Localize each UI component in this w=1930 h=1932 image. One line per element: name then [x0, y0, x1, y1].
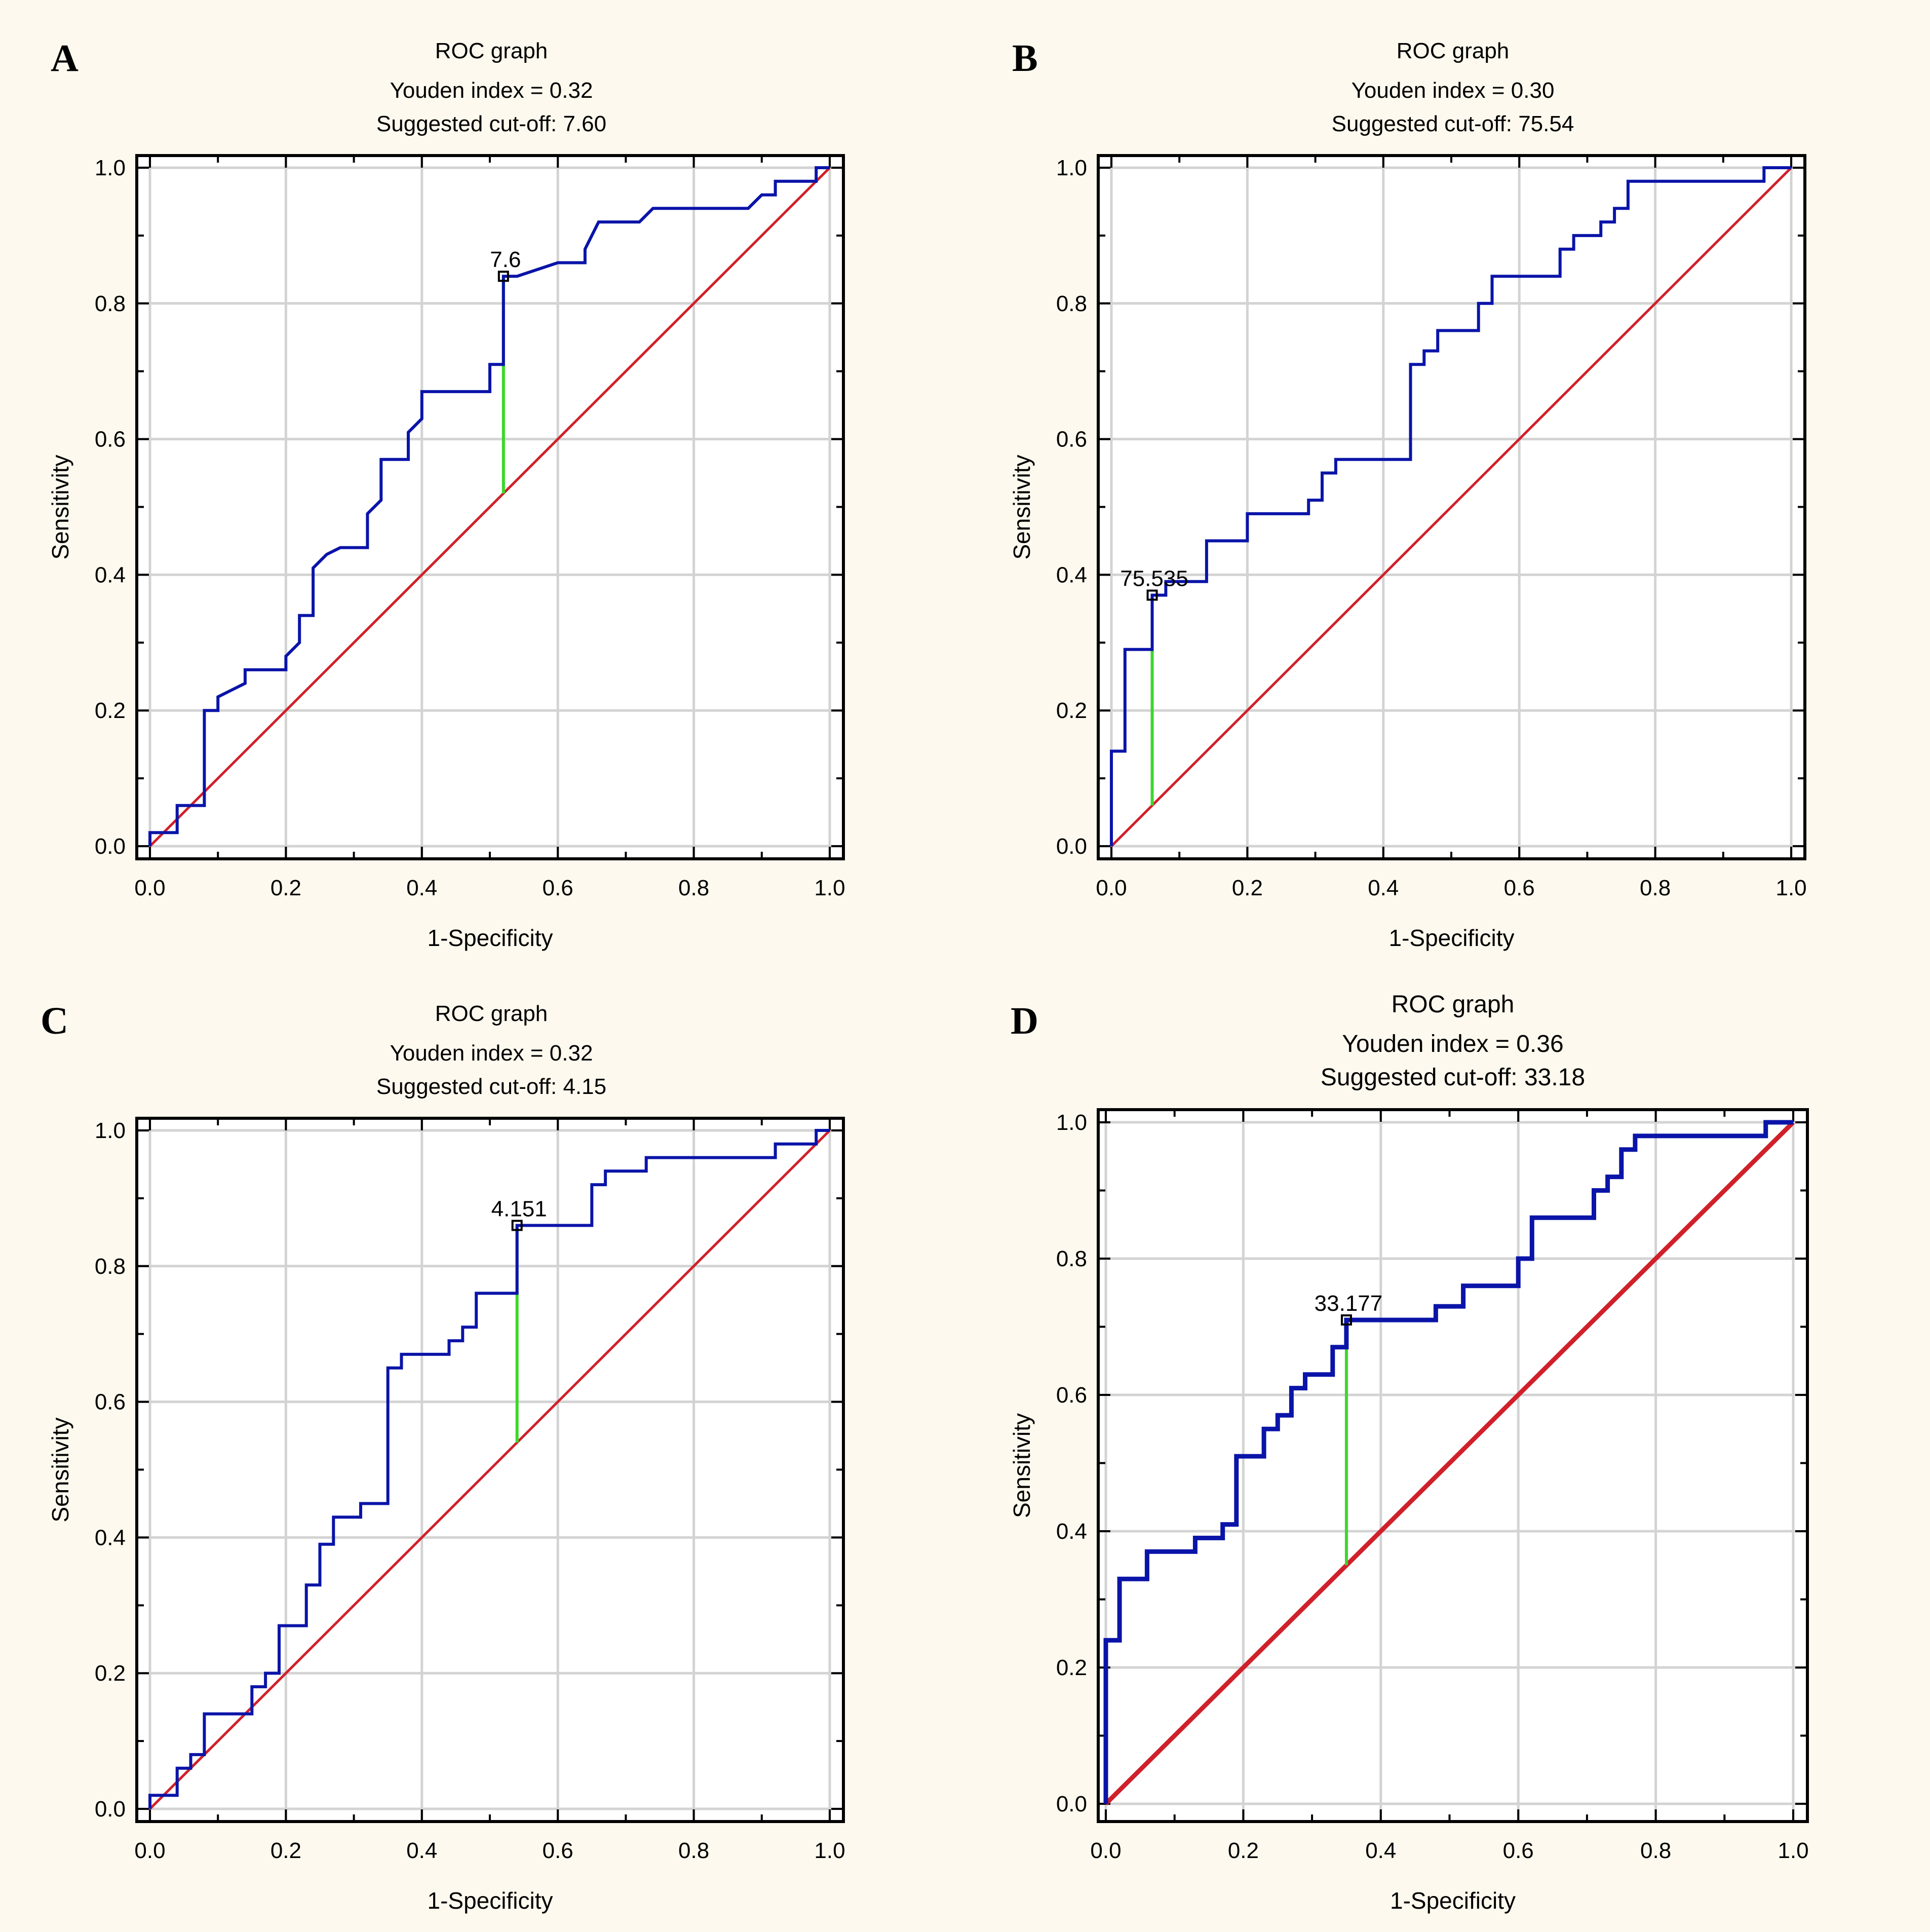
- y-tick-label: 1.0: [95, 1118, 126, 1143]
- x-tick-label: 1.0: [1775, 876, 1806, 900]
- x-axis-label: 1-Specificity: [1390, 1887, 1516, 1914]
- chart-title: ROC graph: [435, 1001, 548, 1026]
- youden-index-text: Youden index = 0.32: [390, 78, 593, 103]
- x-tick-label: 1.0: [814, 876, 845, 900]
- x-tick-label: 0.4: [1365, 1838, 1396, 1863]
- x-tick-label: 0.8: [1640, 1838, 1671, 1863]
- x-tick-label: 0.4: [406, 876, 437, 900]
- y-axis-label: Sensitivity: [47, 454, 73, 559]
- roc-curve: [148, 1129, 830, 1809]
- suggested-cutoff-text: Suggested cut-off: 75.54: [1332, 111, 1574, 136]
- reference-line: [1110, 167, 1792, 847]
- reference-line: [1104, 1120, 1795, 1806]
- x-tick-label: 0.6: [543, 1838, 573, 1863]
- cutoff-label: 7.6: [490, 247, 521, 272]
- x-tick-label: 0.2: [271, 876, 301, 900]
- roc-panel-b: 0.0 0.2 0.4 0.6 0.8 1.0 0.0 0.2 0.4 0.6 0.8 1.0 75.5…: [1009, 37, 1807, 951]
- x-axis-label: 1-Specificity: [428, 925, 553, 951]
- cutoff-label: 75.535: [1120, 566, 1188, 591]
- x-tick-label: 0.8: [1640, 876, 1671, 900]
- y-tick-label: 0.4: [95, 1525, 126, 1550]
- y-axis-label: Sensitivity: [1009, 454, 1035, 559]
- chart-title: ROC graph: [1397, 39, 1510, 63]
- x-tick-label: 0.6: [1504, 876, 1535, 900]
- y-tick-label: 0.4: [1056, 562, 1087, 587]
- x-tick-label: 0.6: [543, 876, 573, 900]
- y-tick-label: 0.8: [95, 1254, 126, 1279]
- panel-label: A: [51, 37, 79, 80]
- y-tick-label: 0.4: [1056, 1519, 1087, 1544]
- x-tick-label: 1.0: [814, 1838, 845, 1863]
- x-tick-label: 0.4: [406, 1838, 437, 1863]
- x-axis-label: 1-Specificity: [428, 1887, 553, 1914]
- cutoff-marker: [1146, 589, 1158, 601]
- x-tick-label: 0.0: [1090, 1838, 1121, 1863]
- x-tick-label: 0.2: [1228, 1838, 1259, 1863]
- chart-title: ROC graph: [1392, 991, 1515, 1018]
- x-tick-label: 0.0: [1096, 876, 1127, 900]
- y-axis-label: Sensitivity: [1009, 1413, 1035, 1518]
- y-tick-label: 0.2: [1056, 698, 1087, 723]
- y-tick-label: 0.8: [1056, 291, 1087, 316]
- cutoff-label: 4.151: [491, 1196, 547, 1221]
- roc-panel-d: 0.0 0.2 0.4 0.6 0.8 1.0 0.0 0.2 0.4 0.6 0.8 1.0 33.1…: [1009, 991, 1809, 1914]
- cutoff-marker: [511, 1220, 523, 1231]
- y-tick-label: 1.0: [95, 156, 126, 180]
- chart-title: ROC graph: [435, 39, 548, 63]
- y-tick-label: 0.6: [95, 1390, 126, 1415]
- y-tick-label: 0.4: [95, 562, 126, 587]
- suggested-cutoff-text: Suggested cut-off: 4.15: [376, 1074, 606, 1099]
- y-tick-label: 1.0: [1056, 1110, 1087, 1135]
- y-tick-label: 0.8: [95, 291, 126, 316]
- y-tick-label: 0.0: [95, 834, 126, 859]
- x-tick-label: 0.8: [678, 1838, 709, 1863]
- cutoff-label: 33.177: [1315, 1291, 1383, 1316]
- cutoff-marker: [1340, 1314, 1352, 1326]
- panel-label: B: [1012, 37, 1038, 80]
- y-axis-label: Sensitivity: [47, 1417, 73, 1522]
- y-tick-label: 0.0: [1056, 1792, 1087, 1816]
- cutoff-marker: [497, 271, 509, 282]
- youden-index-text: Youden index = 0.32: [390, 1041, 593, 1066]
- y-tick-label: 0.2: [1056, 1655, 1087, 1680]
- suggested-cutoff-text: Suggested cut-off: 33.18: [1321, 1064, 1585, 1091]
- y-tick-label: 0.0: [1056, 834, 1087, 859]
- y-tick-label: 0.6: [1056, 427, 1087, 452]
- y-tick-label: 0.0: [95, 1797, 126, 1822]
- y-tick-label: 0.8: [1056, 1246, 1087, 1271]
- y-tick-label: 0.6: [95, 427, 126, 452]
- x-tick-label: 0.6: [1503, 1838, 1534, 1863]
- reference-line: [149, 1129, 831, 1810]
- x-tick-label: 0.8: [678, 876, 709, 900]
- suggested-cutoff-text: Suggested cut-off: 7.60: [376, 111, 606, 136]
- reference-line: [149, 167, 831, 847]
- y-tick-label: 0.2: [95, 698, 126, 723]
- x-tick-label: 0.0: [134, 1838, 165, 1863]
- x-tick-label: 0.4: [1368, 876, 1399, 900]
- roc-curve: [1103, 1120, 1793, 1804]
- panel-label: C: [41, 1000, 68, 1042]
- x-axis-label: 1-Specificity: [1389, 925, 1515, 951]
- y-tick-label: 1.0: [1056, 156, 1087, 180]
- roc-panel-a: 0.0 0.2 0.4 0.6 0.8 1.0 0.0 0.2 0.4 0.6 0.8 1.0 7.6 R…: [47, 37, 845, 951]
- youden-index-text: Youden index = 0.30: [1352, 78, 1555, 103]
- roc-curve: [1110, 166, 1791, 846]
- y-tick-label: 0.2: [95, 1661, 126, 1686]
- x-tick-label: 0.2: [1232, 876, 1263, 900]
- panel-label: D: [1011, 1000, 1038, 1042]
- x-tick-label: 0.0: [134, 876, 165, 900]
- roc-panel-c: 0.0 0.2 0.4 0.6 0.8 1.0 0.0 0.2 0.4 0.6 0.8 1.0 4.15…: [41, 1000, 845, 1914]
- plot-frame: [1097, 1108, 1809, 1823]
- x-tick-label: 0.2: [271, 1838, 301, 1863]
- roc-curve: [148, 166, 830, 846]
- youden-index-text: Youden index = 0.36: [1342, 1031, 1563, 1057]
- x-tick-label: 1.0: [1778, 1838, 1808, 1863]
- y-tick-label: 0.6: [1056, 1383, 1087, 1408]
